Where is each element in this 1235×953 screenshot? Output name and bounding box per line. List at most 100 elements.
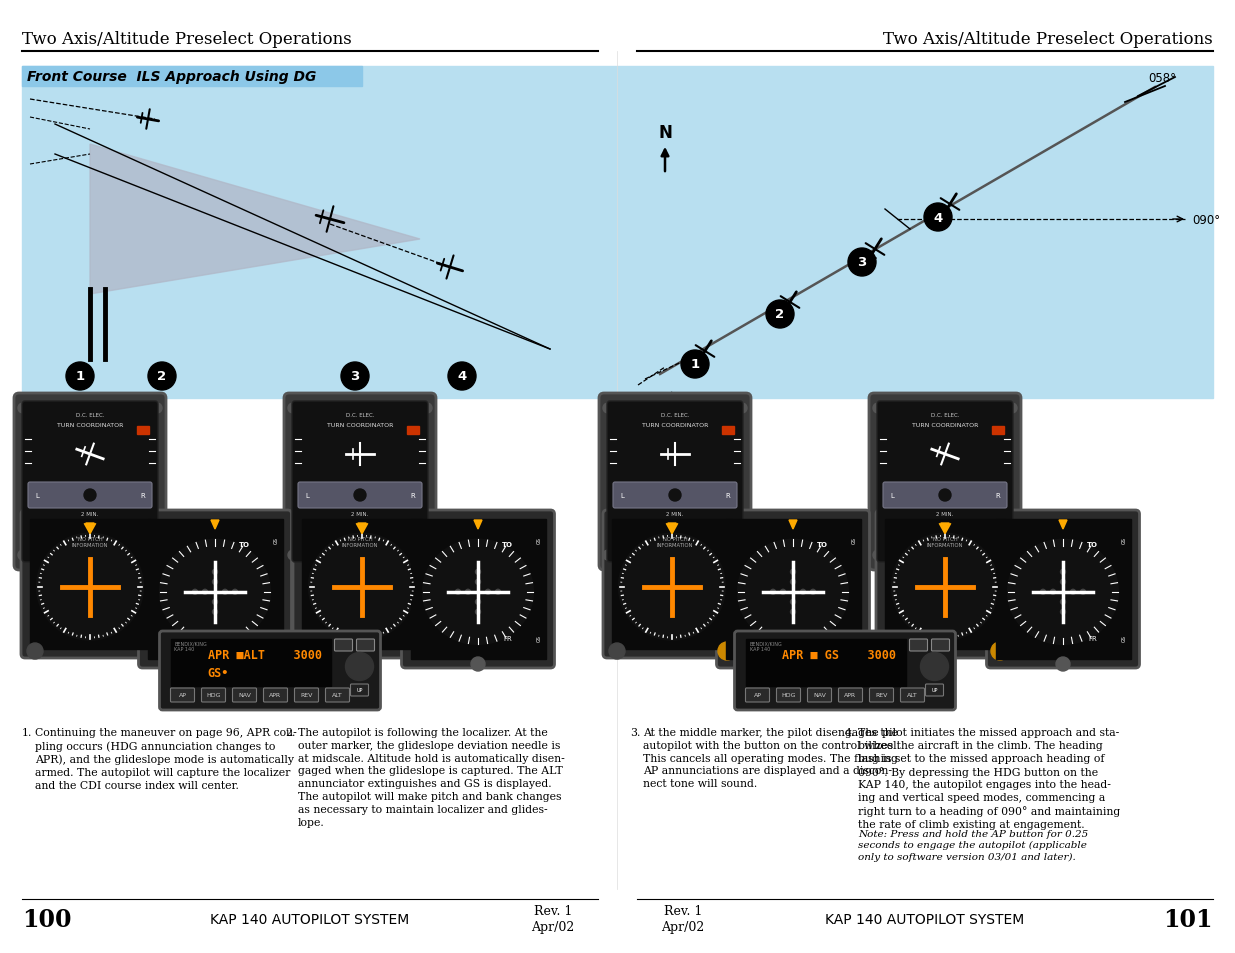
Polygon shape	[789, 520, 797, 530]
Circle shape	[471, 658, 485, 671]
Text: KAP 140 AUTOPILOT SYSTEM: KAP 140 AUTOPILOT SYSTEM	[825, 912, 1025, 926]
Circle shape	[448, 363, 475, 391]
Text: UP: UP	[931, 688, 937, 693]
Circle shape	[680, 351, 709, 378]
Circle shape	[790, 579, 795, 585]
FancyBboxPatch shape	[900, 688, 925, 702]
Circle shape	[148, 363, 177, 391]
Bar	[995, 519, 1130, 659]
Text: FR: FR	[241, 636, 249, 641]
Circle shape	[232, 590, 237, 595]
FancyBboxPatch shape	[284, 394, 436, 571]
Text: GS: GS	[852, 537, 857, 544]
Text: L: L	[35, 493, 38, 498]
FancyBboxPatch shape	[746, 688, 769, 702]
Text: GS: GS	[852, 635, 857, 641]
Text: Two Axis/Altitude Preselect Operations: Two Axis/Altitude Preselect Operations	[22, 30, 352, 48]
Bar	[613, 519, 732, 649]
FancyBboxPatch shape	[987, 511, 1140, 668]
Bar	[170, 639, 331, 687]
Text: GS: GS	[1123, 635, 1128, 641]
Text: Rev. 1: Rev. 1	[534, 904, 572, 918]
Text: UP: UP	[357, 688, 363, 693]
Circle shape	[475, 610, 480, 615]
Text: 3.: 3.	[630, 727, 641, 738]
Circle shape	[65, 363, 94, 391]
Text: TURN COORDINATOR: TURN COORDINATOR	[642, 422, 708, 428]
Circle shape	[737, 403, 747, 414]
Text: APR: APR	[269, 693, 282, 698]
Circle shape	[603, 403, 613, 414]
Circle shape	[619, 534, 725, 640]
Text: L: L	[890, 493, 894, 498]
Text: R: R	[410, 493, 415, 498]
Text: 100: 100	[22, 907, 72, 931]
FancyBboxPatch shape	[869, 394, 1021, 571]
Circle shape	[766, 301, 794, 329]
Text: BENDIX/KING
KAP 140: BENDIX/KING KAP 140	[750, 641, 782, 652]
Circle shape	[475, 570, 480, 575]
FancyBboxPatch shape	[777, 688, 800, 702]
Text: NO PITCH
INFORMATION: NO PITCH INFORMATION	[657, 537, 693, 547]
Text: 2: 2	[157, 370, 167, 383]
FancyBboxPatch shape	[839, 688, 862, 702]
Circle shape	[939, 490, 951, 501]
Circle shape	[848, 249, 876, 276]
Text: GS: GS	[537, 537, 542, 544]
Circle shape	[456, 590, 461, 595]
Text: Front Course  ILS Approach Using DG: Front Course ILS Approach Using DG	[27, 70, 316, 84]
Polygon shape	[941, 523, 948, 534]
Text: FR: FR	[819, 636, 827, 641]
Circle shape	[475, 579, 480, 585]
FancyBboxPatch shape	[263, 688, 288, 702]
Circle shape	[1041, 590, 1046, 595]
Circle shape	[1081, 590, 1086, 595]
Text: 1.: 1.	[22, 727, 32, 738]
Text: L: L	[620, 493, 624, 498]
Circle shape	[1061, 610, 1066, 615]
Text: 1: 1	[690, 358, 699, 371]
Circle shape	[1061, 570, 1066, 575]
Text: 2 MIN.: 2 MIN.	[667, 512, 684, 517]
FancyBboxPatch shape	[159, 631, 380, 710]
Text: APR ■ GS    3000: APR ■ GS 3000	[783, 648, 897, 661]
FancyBboxPatch shape	[606, 401, 743, 562]
Text: NAV: NAV	[238, 693, 251, 698]
Circle shape	[800, 590, 805, 595]
Text: NO PITCH
INFORMATION: NO PITCH INFORMATION	[926, 537, 963, 547]
Text: APR: APR	[845, 693, 857, 698]
Text: BENDIX/KING
KAP 140: BENDIX/KING KAP 140	[174, 641, 207, 652]
FancyBboxPatch shape	[293, 511, 431, 659]
Circle shape	[873, 551, 883, 560]
Bar	[725, 519, 861, 659]
FancyBboxPatch shape	[925, 684, 944, 697]
Polygon shape	[474, 520, 482, 530]
Circle shape	[19, 403, 28, 414]
FancyBboxPatch shape	[931, 639, 950, 651]
Circle shape	[37, 534, 143, 640]
Text: Apr/02: Apr/02	[531, 921, 574, 934]
Text: At the middle marker, the pilot disengages the
autopilot with the button on the : At the middle marker, the pilot disengag…	[643, 727, 900, 788]
Circle shape	[341, 363, 369, 391]
Circle shape	[1061, 599, 1066, 604]
Text: 090°: 090°	[1192, 213, 1220, 226]
Circle shape	[212, 599, 217, 604]
Text: GS: GS	[1123, 537, 1128, 544]
FancyBboxPatch shape	[603, 511, 741, 659]
FancyBboxPatch shape	[291, 401, 429, 562]
Circle shape	[475, 599, 480, 604]
Circle shape	[485, 590, 490, 595]
Circle shape	[152, 403, 162, 414]
Bar	[137, 427, 149, 435]
Circle shape	[1061, 579, 1066, 585]
Text: 2.: 2.	[285, 727, 295, 738]
Ellipse shape	[159, 539, 270, 644]
Circle shape	[309, 534, 415, 640]
Circle shape	[990, 642, 1009, 660]
Text: 2 MIN.: 2 MIN.	[82, 512, 99, 517]
FancyBboxPatch shape	[21, 511, 159, 659]
Text: 4.: 4.	[845, 727, 856, 738]
Text: D.C. ELEC.: D.C. ELEC.	[931, 413, 960, 417]
Polygon shape	[1058, 520, 1067, 530]
Text: 4: 4	[934, 212, 942, 224]
